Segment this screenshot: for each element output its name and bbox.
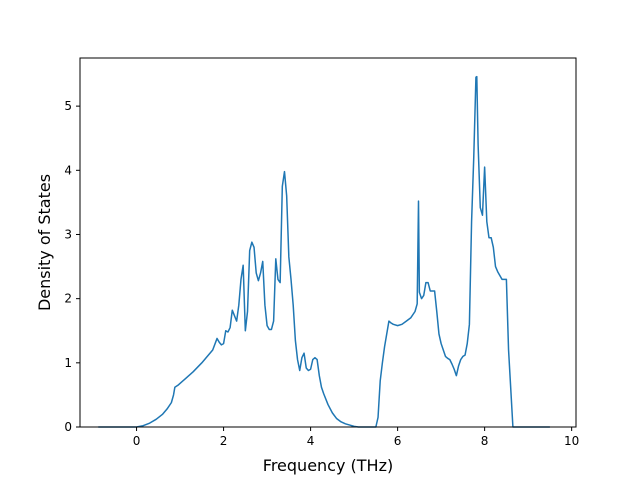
y-axis: 0 1 2 3 4 5 (64, 99, 80, 434)
y-axis-label: Density of States (35, 174, 54, 311)
series-line-0 (98, 75, 550, 428)
x-tick-label: 0 (133, 434, 141, 448)
y-tick-label: 5 (64, 99, 72, 113)
axes-frame (79, 57, 577, 428)
x-tick-label: 6 (394, 434, 402, 448)
x-tick-label: 2 (220, 434, 228, 448)
x-axis-label: Frequency (THz) (263, 456, 393, 475)
y-tick-label: 0 (64, 420, 72, 434)
y-tick-label: 3 (64, 227, 72, 241)
y-tick-label: 2 (64, 292, 72, 306)
y-tick-label: 1 (64, 356, 72, 370)
x-tick-label: 8 (481, 434, 489, 448)
y-tick-label: 4 (64, 163, 72, 177)
x-tick-label: 10 (564, 434, 579, 448)
x-axis: 0 2 4 6 8 10 (133, 427, 579, 448)
plot-area (98, 75, 550, 428)
x-tick-label: 4 (307, 434, 315, 448)
